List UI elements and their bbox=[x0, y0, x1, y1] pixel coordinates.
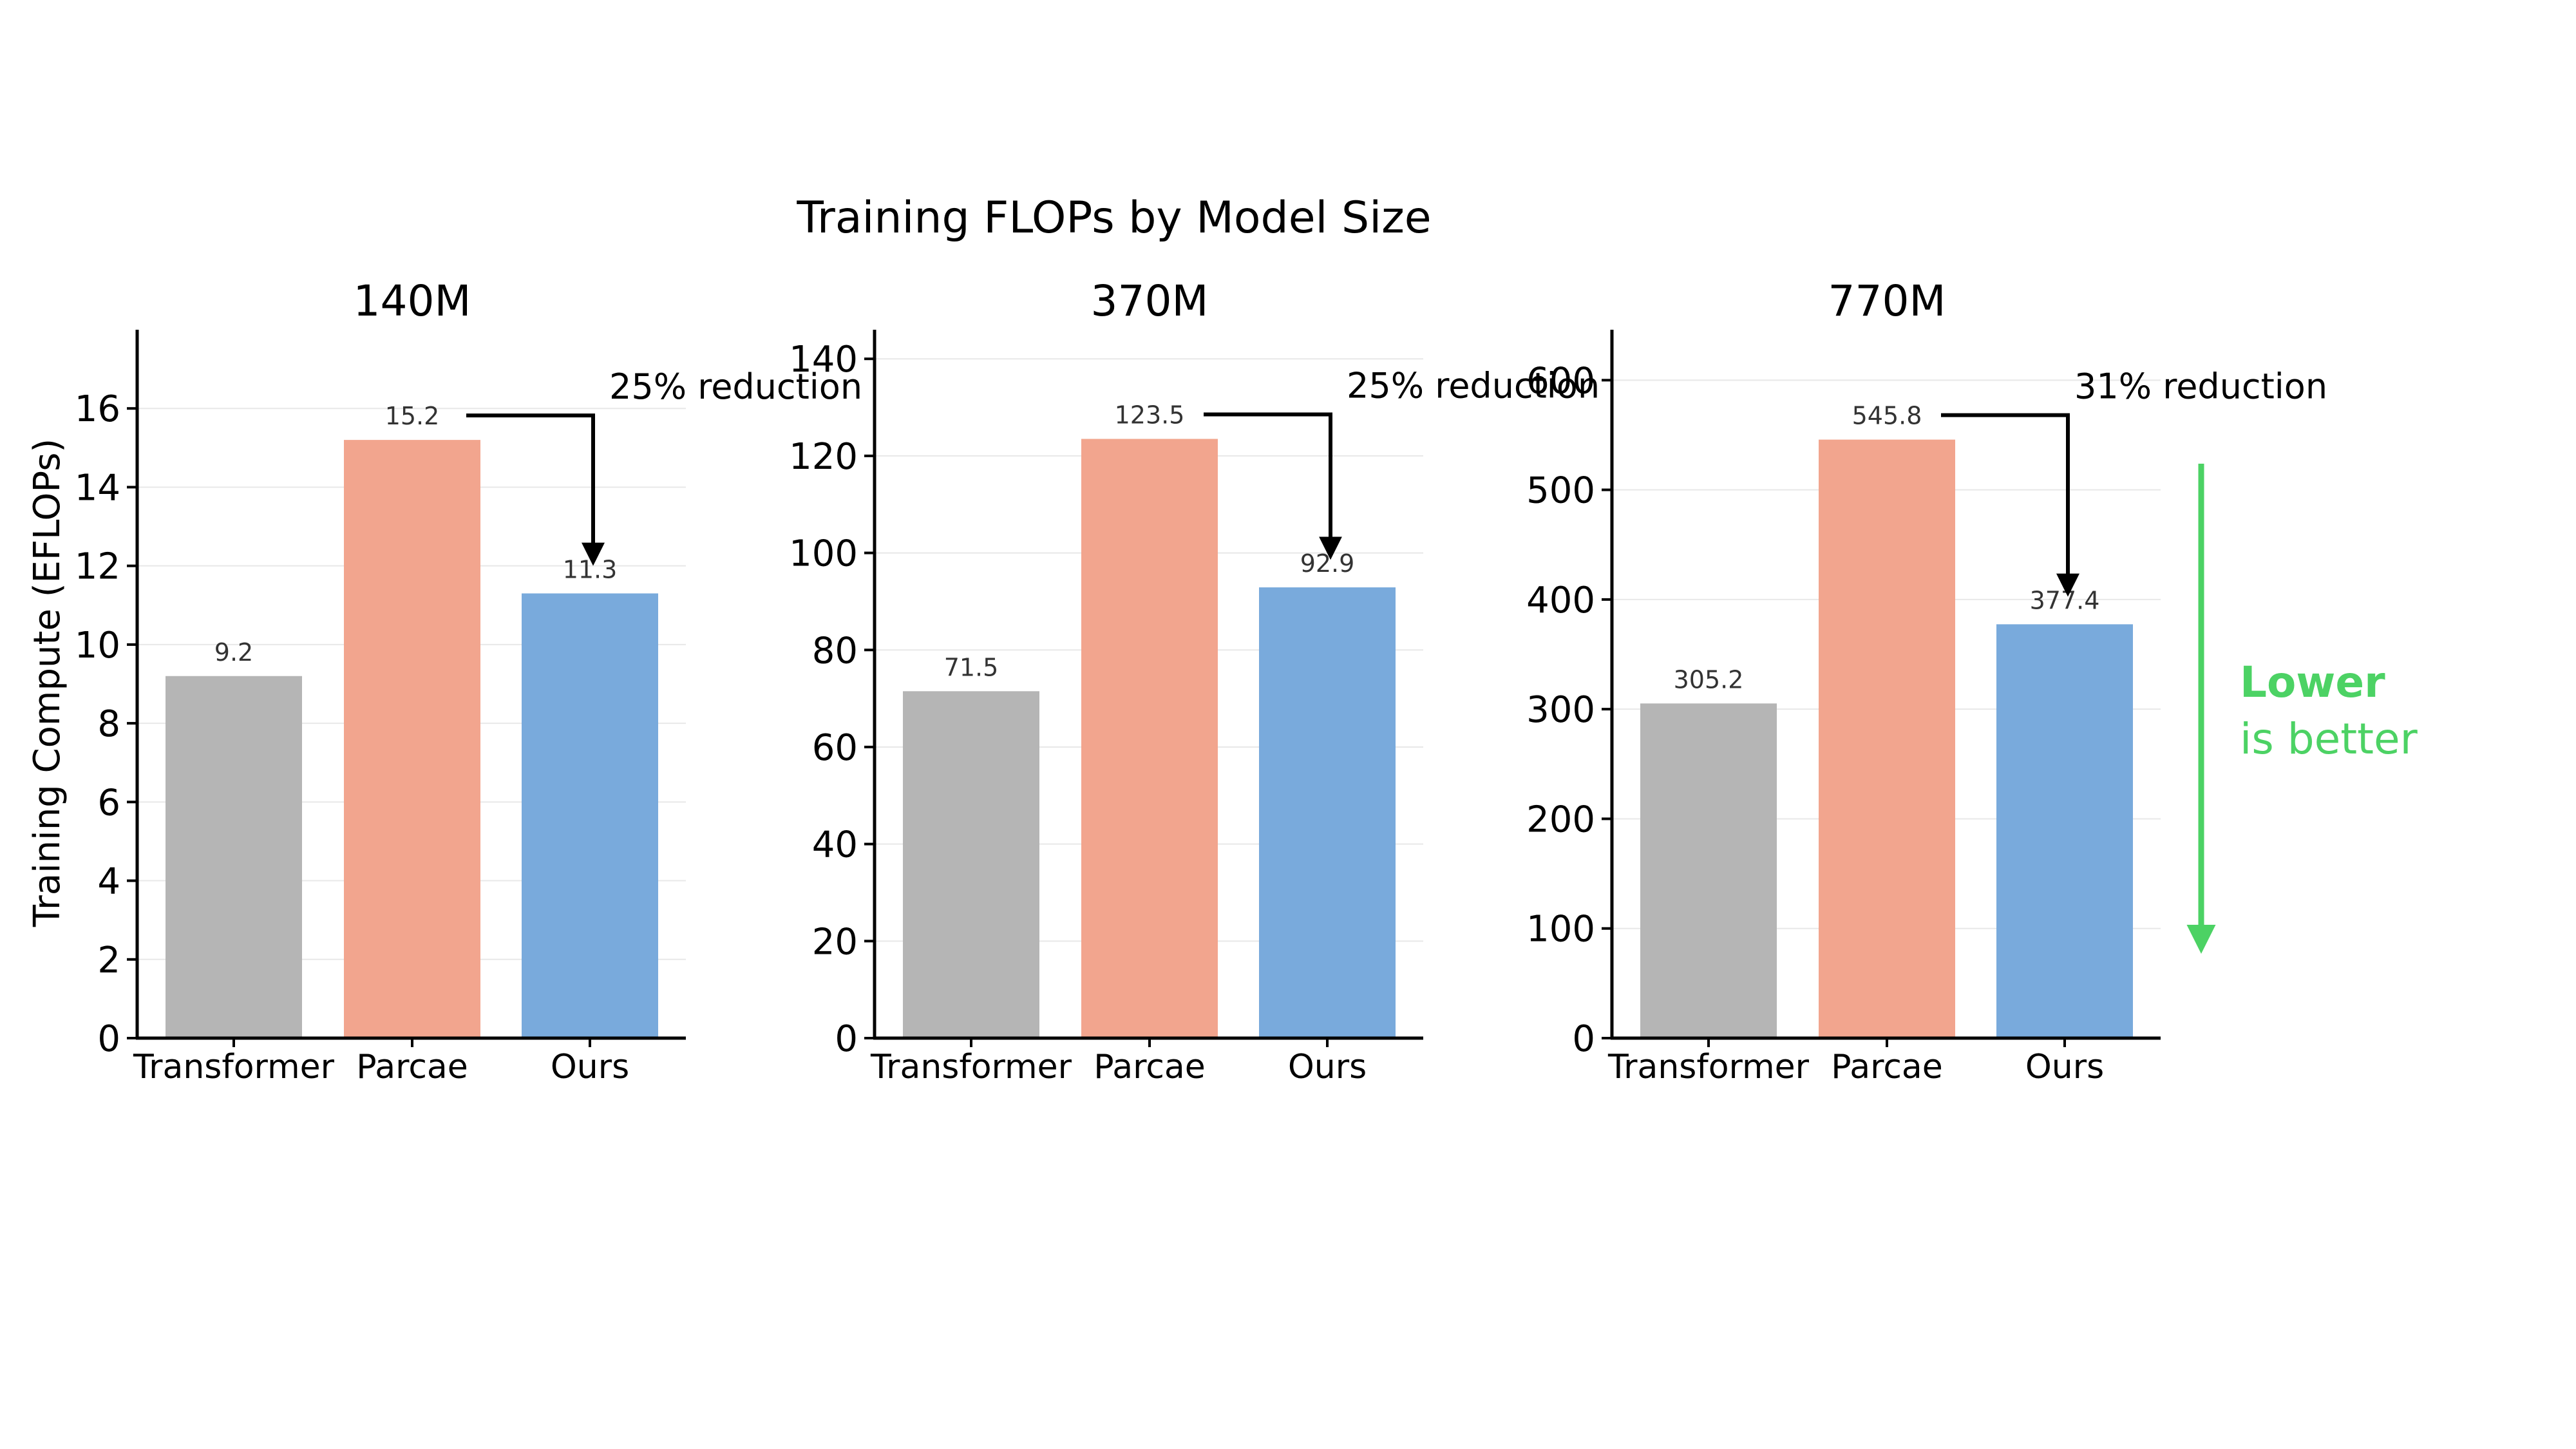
y-tick-label: 140 bbox=[789, 339, 858, 381]
chart-suptitle: Training FLOPs by Model Size bbox=[796, 193, 1431, 243]
reduction-arrow bbox=[1204, 412, 1342, 560]
y-tick-label: 100 bbox=[1526, 909, 1595, 951]
bar-value-label: 377.4 bbox=[2030, 586, 2100, 614]
x-tick-label: Transformer bbox=[133, 1048, 335, 1086]
y-tick-label: 6 bbox=[97, 782, 120, 824]
y-tick-label: 500 bbox=[1526, 470, 1595, 512]
panel-title: 140M bbox=[354, 276, 471, 326]
x-tick-label: Ours bbox=[1288, 1048, 1367, 1086]
y-tick-label: 4 bbox=[97, 861, 120, 903]
panel-title: 770M bbox=[1828, 276, 1946, 326]
chart-panel-140M: 0 2 4 6 8 10 12 14 16 9.2 Transformer 15.2 Parcae 11.… bbox=[75, 276, 862, 1086]
bar-transformer bbox=[166, 676, 302, 1038]
x-tick-label: Transformer bbox=[1607, 1048, 1810, 1086]
bar-ours bbox=[522, 593, 658, 1038]
y-tick-label: 600 bbox=[1526, 360, 1595, 402]
y-tick-label: 10 bbox=[75, 625, 120, 667]
y-tick-label: 400 bbox=[1526, 580, 1595, 621]
y-tick-label: 60 bbox=[812, 727, 858, 769]
bar-parcae bbox=[1081, 439, 1218, 1038]
bar-value-label: 11.3 bbox=[563, 555, 618, 583]
y-tick-label: 0 bbox=[1572, 1018, 1595, 1060]
bar-value-label: 123.5 bbox=[1115, 401, 1185, 430]
panel-title: 370M bbox=[1091, 276, 1209, 326]
x-tick-label: Parcae bbox=[1831, 1048, 1943, 1086]
x-tick-label: Transformer bbox=[870, 1048, 1072, 1086]
y-axis-label: Training Compute (EFLOPs) bbox=[26, 439, 68, 927]
chart-panel-770M: 0 100 200 300 400 500 600 305.2 Transformer 545.8… bbox=[1526, 276, 2327, 1086]
y-tick-label: 14 bbox=[75, 467, 120, 509]
y-tick-label: 16 bbox=[75, 388, 120, 430]
bar-ours bbox=[1996, 624, 2133, 1038]
bar-value-label: 71.5 bbox=[944, 653, 999, 681]
bar-transformer bbox=[1640, 703, 1777, 1038]
chart-panels: 0 2 4 6 8 10 12 14 16 9.2 Transformer 15.2 Parcae 11.… bbox=[75, 276, 2327, 1086]
y-tick-label: 200 bbox=[1526, 799, 1595, 840]
reduction-annotation: 31% reduction bbox=[2074, 366, 2327, 407]
y-tick-label: 8 bbox=[97, 703, 120, 745]
bar-transformer bbox=[903, 691, 1039, 1038]
x-tick-label: Parcae bbox=[356, 1048, 468, 1086]
y-tick-label: 2 bbox=[97, 940, 120, 981]
x-tick-label: Ours bbox=[551, 1048, 629, 1086]
reduction-annotation: 25% reduction bbox=[609, 366, 862, 407]
bar-value-label: 15.2 bbox=[385, 402, 440, 430]
y-tick-label: 120 bbox=[789, 436, 858, 478]
y-tick-label: 80 bbox=[812, 630, 858, 672]
bar-value-label: 305.2 bbox=[1674, 665, 1744, 694]
y-tick-label: 0 bbox=[835, 1018, 858, 1060]
bar-value-label: 545.8 bbox=[1852, 402, 1922, 430]
lower-is-better-subtitle: is better bbox=[2240, 714, 2418, 764]
y-tick-label: 20 bbox=[812, 921, 858, 963]
lower-is-better-title: Lower bbox=[2240, 658, 2385, 707]
y-tick-label: 0 bbox=[97, 1018, 120, 1060]
reduction-arrow bbox=[466, 413, 605, 566]
bar-parcae bbox=[1819, 439, 1955, 1038]
reduction-annotation: 25% reduction bbox=[1347, 366, 1600, 406]
bar-value-label: 9.2 bbox=[214, 638, 253, 667]
y-tick-label: 300 bbox=[1526, 689, 1595, 731]
y-tick-label: 12 bbox=[75, 546, 120, 588]
lower-is-better-note: Lower is better bbox=[2186, 464, 2418, 954]
x-tick-label: Parcae bbox=[1094, 1048, 1206, 1086]
x-tick-label: Ours bbox=[2025, 1048, 2104, 1086]
bar-value-label: 92.9 bbox=[1300, 549, 1355, 578]
bar-parcae bbox=[344, 440, 480, 1038]
y-tick-label: 40 bbox=[812, 824, 858, 866]
bar-ours bbox=[1259, 587, 1396, 1038]
chart-panel-370M: 0 20 40 60 80 100 120 140 71.5 Transformer 123.5 Pa… bbox=[789, 276, 1600, 1086]
y-tick-label: 100 bbox=[789, 533, 858, 575]
reduction-arrow bbox=[1941, 413, 2079, 597]
